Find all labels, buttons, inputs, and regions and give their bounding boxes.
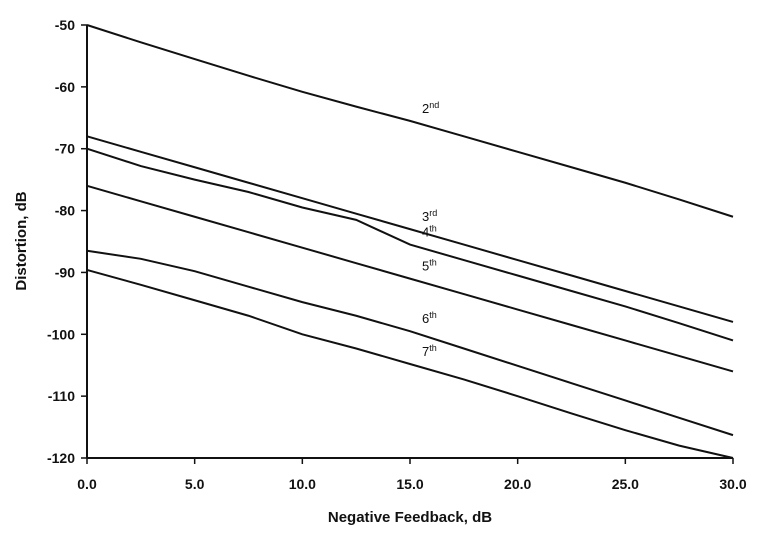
y-tick-label: -120 [47,450,75,466]
x-tick-label: 10.0 [289,476,316,492]
series-line [86,24,734,218]
y-tick-label: -90 [55,264,75,280]
x-tick-label: 15.0 [396,476,423,492]
x-tick-label: 30.0 [719,476,746,492]
series-line [86,184,734,373]
series-label: 5th [422,258,437,274]
series-label: 7th [422,343,437,359]
x-tick-label: 0.0 [77,476,97,492]
series-label: 6th [422,310,437,326]
series-label: 2nd [422,100,439,116]
x-tick-label: 5.0 [185,476,205,492]
series-line [86,249,734,437]
series-line [86,135,734,323]
y-tick-label: -60 [55,79,75,95]
y-tick-label: -110 [48,388,75,404]
y-tick-label: -50 [55,17,75,33]
y-tick-label: -70 [55,141,75,157]
x-tick-label: 20.0 [504,476,531,492]
y-tick-label: -100 [47,326,75,342]
x-tick-label: 25.0 [612,476,639,492]
y-axis-title: Distortion, dB [13,191,30,290]
series-label: 4th [422,224,437,240]
series-label: 3rd [422,208,437,224]
x-axis-title: Negative Feedback, dB [328,509,492,526]
series-line [86,147,734,342]
y-tick-label: -80 [55,203,75,219]
series-line [86,268,734,459]
